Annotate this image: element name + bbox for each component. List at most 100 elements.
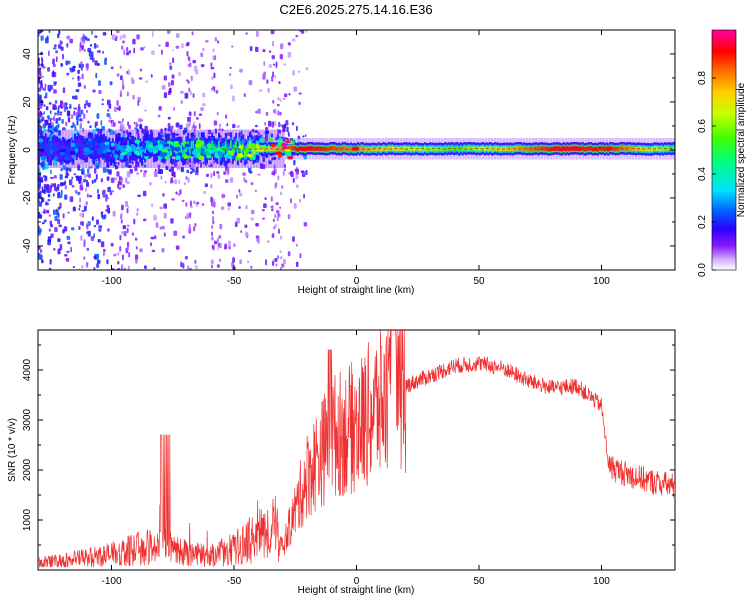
heatmap-noise-cell xyxy=(109,81,113,86)
heatmap-blob xyxy=(164,155,169,160)
heatmap-streak-cell xyxy=(80,181,83,185)
heatmap-noise-cell xyxy=(98,164,100,168)
heatmap-noise-cell xyxy=(195,117,199,120)
heatmap-noise-cell xyxy=(75,88,80,93)
heatmap-streak-cell xyxy=(187,177,190,183)
heatmap-blob xyxy=(134,139,141,144)
heatmap-noise-cell xyxy=(66,72,70,76)
heatmap-noise-cell xyxy=(257,108,261,114)
heatmap-noise-cell xyxy=(143,170,148,173)
heatmap-ridge-trace xyxy=(405,148,409,150)
heatmap-ridge-cell xyxy=(158,140,161,149)
heatmap-ridge-cell xyxy=(250,143,253,151)
heatmap-noise-cell xyxy=(38,191,41,198)
heatmap-ridge-cell xyxy=(473,146,476,151)
heatmap-noise-cell xyxy=(38,181,41,185)
heatmap-noise-cell xyxy=(51,117,55,121)
heatmap-noise-cell xyxy=(292,70,296,76)
heatmap-noise-cell xyxy=(262,164,266,170)
heatmap-noise-cell xyxy=(108,119,111,123)
heatmap-noise-cell xyxy=(49,119,52,126)
heatmap-ridge-trace xyxy=(480,148,484,150)
heatmap-noise-cell xyxy=(304,134,307,138)
heatmap-blob xyxy=(109,146,116,151)
heatmap-noise-cell xyxy=(280,266,282,270)
heatmap-ridge-trace xyxy=(248,148,252,150)
heatmap-ridge-trace xyxy=(356,147,360,150)
heatmap-noise-cell xyxy=(52,121,54,127)
heatmap-blob xyxy=(151,138,157,144)
heatmap-noise-cell xyxy=(136,212,139,216)
heatmap-blob xyxy=(144,152,150,157)
heatmap-ridge-cell xyxy=(103,141,106,150)
heatmap-noise-cell xyxy=(65,168,70,171)
heatmap-noise-cell xyxy=(293,86,297,92)
heatmap-noise-cell xyxy=(38,246,41,250)
heatmap-streak-cell xyxy=(279,98,282,102)
heatmap-blob xyxy=(153,149,157,154)
heatmap-noise-cell xyxy=(47,128,51,133)
heatmap-noise-cell xyxy=(174,179,178,185)
heatmap-streak-cell xyxy=(123,267,126,270)
heatmap-noise-cell xyxy=(48,267,52,270)
heatmap-noise-cell xyxy=(255,31,259,37)
heatmap-noise-cell xyxy=(73,107,78,110)
heatmap-ridge-cell xyxy=(650,147,653,152)
heatmap-ridge-cell xyxy=(89,141,92,150)
heatmap-ridge-cell xyxy=(489,146,492,151)
heatmap-noise-cell xyxy=(284,93,288,98)
heatmap-ridge-trace xyxy=(307,147,311,150)
heatmap-streak-cell xyxy=(119,89,122,95)
heatmap-ridge-cell xyxy=(326,146,329,152)
heatmap-noise-cell xyxy=(48,214,51,217)
heatmap-noise-cell xyxy=(251,209,255,215)
heatmap-blob xyxy=(246,153,253,158)
heatmap-noise-cell xyxy=(110,242,114,247)
heatmap-noise-cell xyxy=(280,124,283,127)
heatmap-noise-cell xyxy=(218,235,222,239)
heatmap-x-tick-label: 100 xyxy=(593,276,610,287)
heatmap-ridge-cell xyxy=(156,144,159,153)
heatmap-blob xyxy=(173,146,181,152)
heatmap-ridge-cell xyxy=(68,146,71,155)
heatmap-ridge-cell xyxy=(38,147,40,156)
heatmap-noise-cell xyxy=(150,236,155,240)
heatmap-noise-cell xyxy=(71,185,75,188)
heatmap-streak-cell xyxy=(219,123,222,128)
heatmap-noise-cell xyxy=(104,59,107,66)
heatmap-streak-cell xyxy=(78,204,81,208)
heatmap-streak-cell xyxy=(213,72,216,76)
heatmap-ridge-trace xyxy=(264,148,268,150)
heatmap-blob xyxy=(89,154,96,160)
heatmap-ridge-cell xyxy=(242,142,245,151)
heatmap-noise-cell xyxy=(74,190,78,194)
heatmap-noise-cell xyxy=(175,245,180,250)
heatmap-noise-cell xyxy=(77,69,80,75)
heatmap-noise-cell xyxy=(40,176,44,182)
heatmap-blob xyxy=(214,153,220,159)
heatmap-ridge-cell xyxy=(581,145,584,151)
heatmap-streak-cell xyxy=(211,236,214,241)
heatmap-streak-cell xyxy=(210,264,213,269)
heatmap-noise-cell xyxy=(57,187,60,191)
heatmap-noise-cell xyxy=(288,93,291,96)
heatmap-streak-cell xyxy=(188,225,191,232)
heatmap-noise-cell xyxy=(63,108,67,113)
heatmap-ridge-trace xyxy=(270,148,274,150)
heatmap-noise-cell xyxy=(43,104,46,107)
heatmap-ridge-cell xyxy=(396,146,399,151)
heatmap-noise-cell xyxy=(41,162,45,167)
heatmap-noise-cell xyxy=(143,129,146,136)
heatmap-ridge-cell xyxy=(537,146,540,152)
heatmap-noise-cell xyxy=(232,123,236,129)
heatmap-streak-cell xyxy=(82,33,85,40)
heatmap-blob xyxy=(227,153,232,159)
heatmap-noise-cell xyxy=(231,261,234,268)
heatmap-ridge-trace xyxy=(593,148,597,150)
heatmap-ridge-cell xyxy=(547,147,550,152)
heatmap-noise-cell xyxy=(61,118,64,124)
heatmap-ridge-cell xyxy=(540,146,543,151)
heatmap-noise-cell xyxy=(170,80,175,86)
heatmap-noise-cell xyxy=(262,156,265,163)
heatmap-blob xyxy=(69,150,76,155)
